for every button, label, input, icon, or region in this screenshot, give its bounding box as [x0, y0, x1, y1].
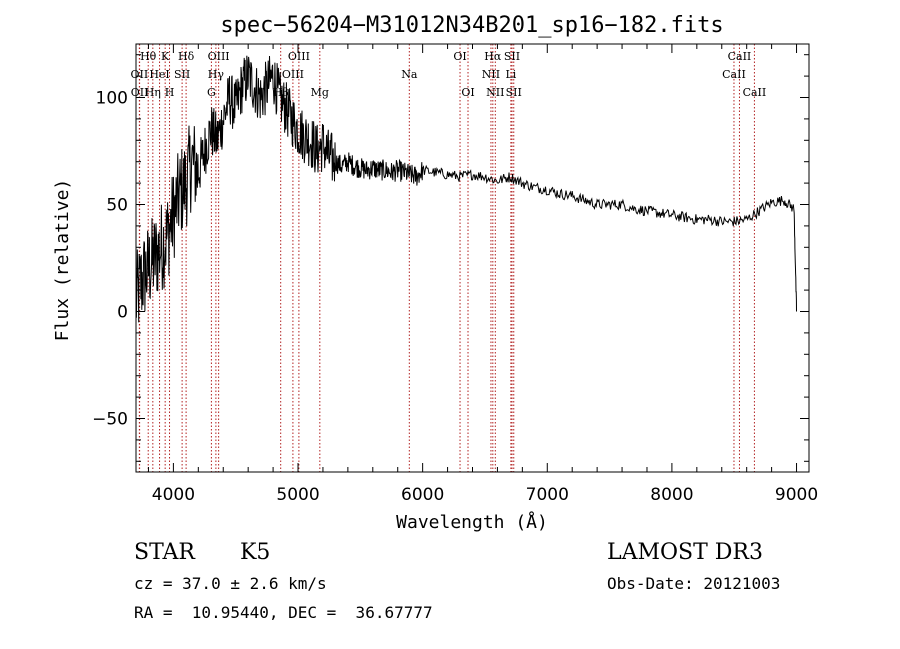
y-tick-label: 100 [96, 89, 128, 109]
x-tick-label: 6000 [401, 485, 444, 505]
survey-label: LAMOST DR3 [607, 540, 763, 565]
line-marker-label: Hα [484, 50, 502, 63]
redshift-label: cz = 37.0 ± 2.6 km/s [134, 574, 327, 593]
line-marker-label: SII [174, 68, 190, 81]
chart-title: spec−56204−M31012N34B201_sp16−182.fits [220, 13, 723, 38]
line-marker-label: Hθ [140, 50, 157, 63]
line-marker-label: H [165, 86, 175, 99]
x-tick-label: 4000 [152, 485, 195, 505]
line-marker-label: Li [505, 68, 516, 81]
y-axis-ticks: −50 0 50 100 [92, 54, 809, 462]
obs-date-label: Obs-Date: 20121003 [607, 574, 781, 593]
class-label: STAR [134, 540, 195, 565]
x-tick-label: 9000 [775, 485, 818, 505]
line-marker-label: OIII [288, 50, 310, 63]
line-marker-label: CaII [743, 86, 767, 99]
x-tick-label: 8000 [650, 485, 693, 505]
line-marker-label: G [207, 86, 216, 99]
plot-frame [135, 43, 810, 473]
y-tick-label: −50 [92, 410, 128, 430]
line-marker-label: OI [461, 86, 474, 99]
line-marker-label: SII [504, 50, 520, 63]
line-marker-label: OI [453, 50, 466, 63]
line-marker-label: CaII [722, 68, 746, 81]
line-marker-label: SII [506, 86, 522, 99]
subclass-label: K5 [240, 540, 271, 565]
line-marker-label: OII [131, 68, 149, 81]
line-marker-label: OIII [208, 50, 230, 63]
spectrum-line [135, 55, 797, 323]
line-marker-label: Hη [145, 86, 161, 99]
x-tick-label: 7000 [526, 485, 569, 505]
line-marker-lines [138, 44, 755, 472]
line-marker-label: Mg [311, 86, 329, 99]
y-tick-label: 50 [106, 196, 128, 216]
line-marker-label: Hδ [178, 50, 195, 63]
line-marker-label: NII [482, 68, 500, 81]
line-marker-label: HeI [149, 68, 169, 81]
x-axis-label: Wavelength (Å) [396, 511, 548, 533]
x-tick-label: 5000 [276, 485, 319, 505]
line-marker-label: Hγ [208, 68, 225, 81]
line-marker-label: Na [401, 68, 418, 81]
x-axis-ticks: 4000 5000 6000 7000 8000 9000 [147, 44, 818, 505]
y-tick-label: 0 [117, 303, 128, 323]
line-marker-label: K [161, 50, 170, 63]
line-marker-label: CaII [728, 50, 752, 63]
line-marker-label: OII [131, 86, 149, 99]
y-axis-label: Flux (relative) [52, 179, 73, 342]
line-marker-label: OIII [282, 68, 304, 81]
line-marker-label: NII [486, 86, 504, 99]
coords-label: RA = 10.95440, DEC = 36.67777 [134, 603, 433, 622]
